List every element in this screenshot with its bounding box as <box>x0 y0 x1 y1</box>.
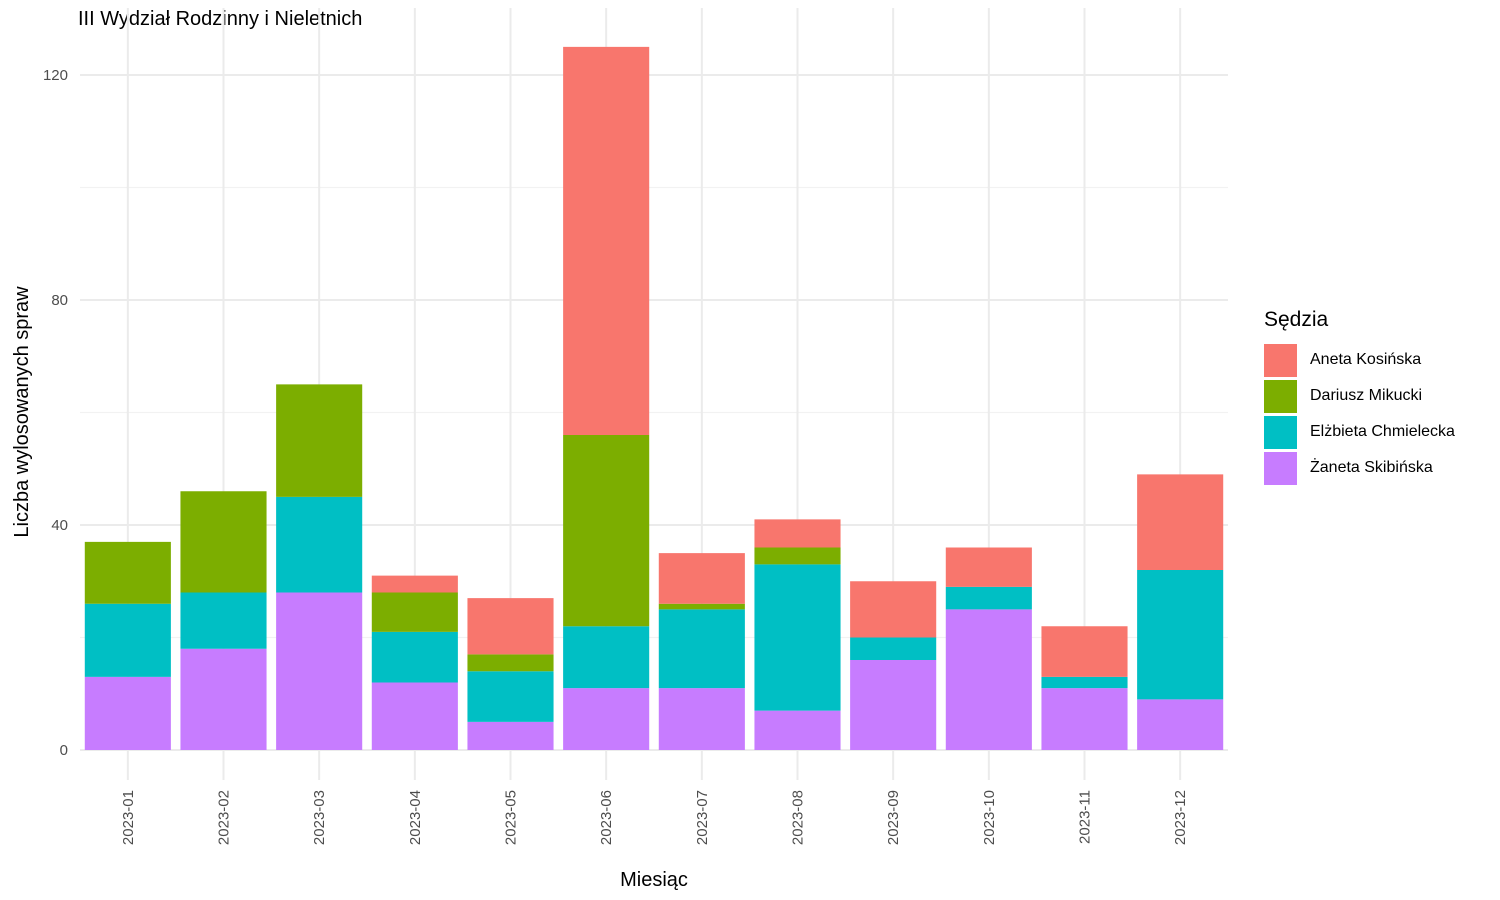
x-tick-label: 2023-02 <box>216 790 233 845</box>
chart-title: III Wydział Rodzinny i Nieletnich <box>78 8 363 30</box>
legend-swatch <box>1264 415 1297 449</box>
bar-segment <box>467 654 554 672</box>
bar-segment <box>371 575 458 593</box>
legend-swatch <box>1264 343 1297 377</box>
legend-label: Aneta Kosińska <box>1310 351 1422 368</box>
x-tick-label: 2023-06 <box>598 790 615 845</box>
bar-segment <box>1041 676 1128 689</box>
legend-swatch <box>1264 451 1297 485</box>
bar-segment <box>1137 474 1224 570</box>
x-tick-label: 2023-08 <box>790 790 807 845</box>
bar-segment <box>276 496 363 593</box>
x-tick-label: 2023-12 <box>1172 790 1189 845</box>
bar-segment <box>84 676 171 750</box>
x-axis-ticks: 2023-01 2023-02 2023-03 2023-04 2023-05 2023-… <box>120 790 1189 845</box>
x-axis-title: Miesiąc <box>620 869 688 891</box>
x-tick-label: 2023-07 <box>694 790 711 845</box>
bar-segment <box>371 631 458 683</box>
legend-items: Aneta Kosińska Dariusz Mikucki Elżbieta Ch… <box>1264 342 1455 486</box>
bar-segment <box>754 564 841 711</box>
bar-segment <box>371 592 458 632</box>
bar-segment <box>180 592 267 649</box>
legend-label: Żaneta Skibińska <box>1310 459 1433 476</box>
bar-segment <box>754 710 841 750</box>
legend-label: Dariusz Mikucki <box>1310 387 1423 404</box>
legend-swatch <box>1264 379 1297 413</box>
bar-segment <box>658 553 745 604</box>
bar-segment <box>276 592 363 750</box>
bar-segment <box>1041 626 1128 677</box>
legend-item: Aneta Kosińska <box>1264 342 1455 378</box>
bar-segment <box>850 637 937 660</box>
y-tick-label: 120 <box>43 67 68 84</box>
bar-segment <box>180 491 267 593</box>
x-tick-label: 2023-05 <box>503 790 520 845</box>
bar-segment <box>276 384 363 497</box>
x-tick-label: 2023-03 <box>311 790 328 845</box>
y-axis-ticks: 0 40 80 120 <box>43 67 68 759</box>
bar-segment <box>658 603 745 610</box>
bar-segment <box>84 541 171 604</box>
bar-segment <box>1041 688 1128 750</box>
bars <box>84 46 1224 750</box>
y-tick-label: 40 <box>51 517 68 534</box>
legend-item: Dariusz Mikucki <box>1264 378 1455 414</box>
legend: Sędzia Aneta Kosińska Dariusz Mikucki Elżb… <box>1264 308 1455 486</box>
x-tick-label: 2023-01 <box>120 790 137 845</box>
x-tick-label: 2023-10 <box>981 790 998 845</box>
bar-segment <box>945 547 1032 587</box>
bar-segment <box>1137 699 1224 750</box>
bar-segment <box>563 435 650 627</box>
legend-item: Elżbieta Chmielecka <box>1264 414 1455 450</box>
bar-segment <box>1137 570 1224 700</box>
legend-item: Żaneta Skibińska <box>1264 450 1455 486</box>
x-tick-label: 2023-11 <box>1077 790 1094 844</box>
bar-segment <box>754 547 841 565</box>
bar-segment <box>467 721 554 750</box>
bar-segment <box>945 609 1032 750</box>
x-tick-label: 2023-09 <box>885 790 902 845</box>
bar-segment <box>658 688 745 750</box>
bar-segment <box>467 598 554 655</box>
bar-segment <box>563 46 650 435</box>
y-tick-label: 80 <box>51 292 68 309</box>
y-tick-label: 0 <box>60 742 68 759</box>
legend-label: Elżbieta Chmielecka <box>1310 423 1455 440</box>
bar-segment <box>563 626 650 689</box>
bar-segment <box>945 586 1032 610</box>
bar-segment <box>850 660 937 750</box>
bar-segment <box>371 682 458 750</box>
bar-segment <box>754 519 841 548</box>
bar-segment <box>467 671 554 722</box>
x-tick-label: 2023-04 <box>407 790 424 845</box>
bar-segment <box>84 603 171 677</box>
bar-segment <box>850 581 937 638</box>
y-axis-title: Liczba wylosowanych spraw <box>11 286 33 538</box>
bar-segment <box>180 648 267 750</box>
bar-segment <box>658 609 745 689</box>
bar-segment <box>563 688 650 750</box>
legend-title: Sędzia <box>1264 308 1329 331</box>
